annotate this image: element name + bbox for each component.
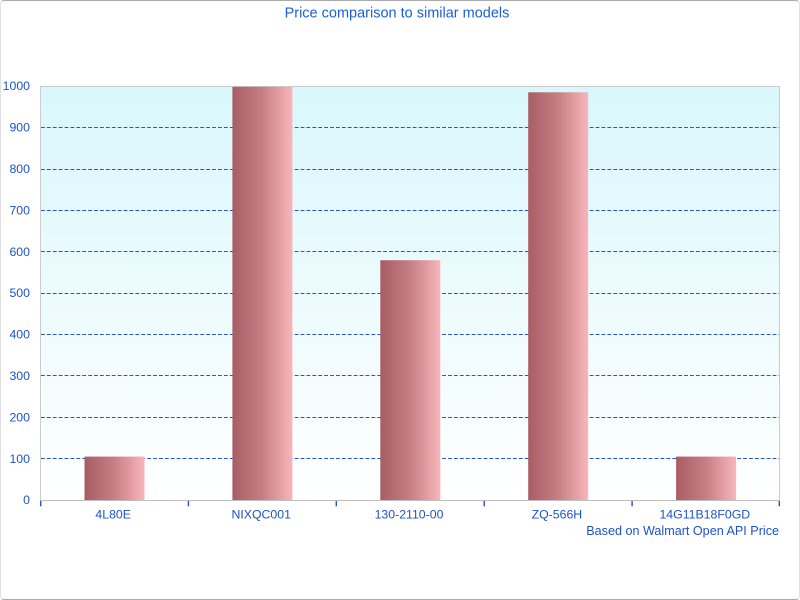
svg-text:200: 200 (9, 410, 30, 424)
svg-text:600: 600 (9, 245, 30, 259)
svg-text:0: 0 (23, 493, 30, 507)
svg-text:300: 300 (9, 369, 30, 383)
svg-text:ZQ-566H: ZQ-566H (532, 507, 583, 521)
svg-text:500: 500 (9, 286, 30, 300)
svg-text:NIXQC001: NIXQC001 (231, 507, 291, 521)
svg-text:1000: 1000 (3, 79, 31, 93)
svg-text:100: 100 (9, 452, 30, 466)
svg-text:14G11B18F0GD: 14G11B18F0GD (659, 507, 750, 521)
svg-text:700: 700 (9, 203, 30, 217)
svg-text:900: 900 (9, 121, 30, 135)
svg-text:Price comparison to similar mo: Price comparison to similar models (285, 5, 510, 21)
svg-text:4L80E: 4L80E (95, 507, 131, 521)
svg-text:800: 800 (9, 162, 30, 176)
svg-text:Based on Walmart Open API Pric: Based on Walmart Open API Price (586, 524, 779, 538)
svg-text:130-2110-00: 130-2110-00 (375, 507, 444, 521)
svg-text:400: 400 (9, 328, 30, 342)
